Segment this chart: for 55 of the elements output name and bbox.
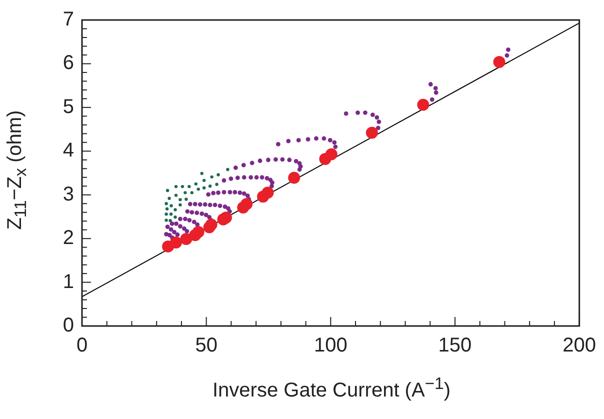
point — [200, 172, 204, 176]
x-tick-label: 50 — [195, 334, 218, 357]
point — [169, 212, 173, 216]
point — [210, 175, 214, 179]
point — [215, 182, 218, 186]
y-tick-label: 3 — [62, 183, 74, 206]
x-tick-label: 200 — [562, 334, 596, 357]
point — [184, 198, 188, 201]
point — [262, 186, 274, 199]
point — [190, 191, 194, 194]
point — [325, 148, 338, 160]
y-tick-label: 5 — [62, 96, 74, 118]
point — [174, 216, 177, 219]
point — [168, 196, 171, 200]
y-tick-label: 7 — [62, 8, 74, 31]
point — [170, 236, 182, 249]
x-tick-label: 100 — [314, 334, 348, 357]
point — [196, 188, 200, 191]
y-tick-label: 0 — [62, 314, 74, 337]
point — [174, 208, 177, 212]
point — [205, 218, 218, 231]
point — [166, 188, 170, 192]
y-tick-label: 6 — [62, 52, 74, 74]
point — [417, 98, 430, 111]
y-tick-label: 1 — [62, 270, 74, 293]
point — [493, 56, 506, 68]
point — [208, 184, 212, 188]
point — [226, 168, 230, 172]
point — [216, 173, 220, 176]
point — [178, 198, 182, 202]
point — [164, 202, 168, 206]
point — [174, 194, 178, 197]
point — [366, 126, 378, 139]
y-tick-label: 2 — [62, 227, 74, 250]
point — [202, 178, 206, 182]
point — [288, 172, 300, 184]
x-tick-label: 150 — [438, 334, 472, 357]
x-axis-title: Inverse Gate Current (A$^{−1}$) — [212, 374, 452, 403]
point — [202, 186, 206, 190]
point — [240, 198, 253, 210]
point — [194, 182, 198, 186]
point — [164, 218, 168, 222]
point — [192, 226, 204, 238]
point — [180, 233, 192, 246]
point — [188, 184, 191, 188]
point — [168, 219, 172, 222]
point — [184, 191, 187, 194]
point — [164, 212, 168, 216]
point — [178, 203, 182, 207]
point — [174, 184, 178, 188]
point — [165, 207, 169, 210]
point — [180, 184, 184, 188]
point — [220, 212, 232, 224]
y-tick-label: 4 — [62, 140, 74, 162]
point — [170, 204, 173, 208]
